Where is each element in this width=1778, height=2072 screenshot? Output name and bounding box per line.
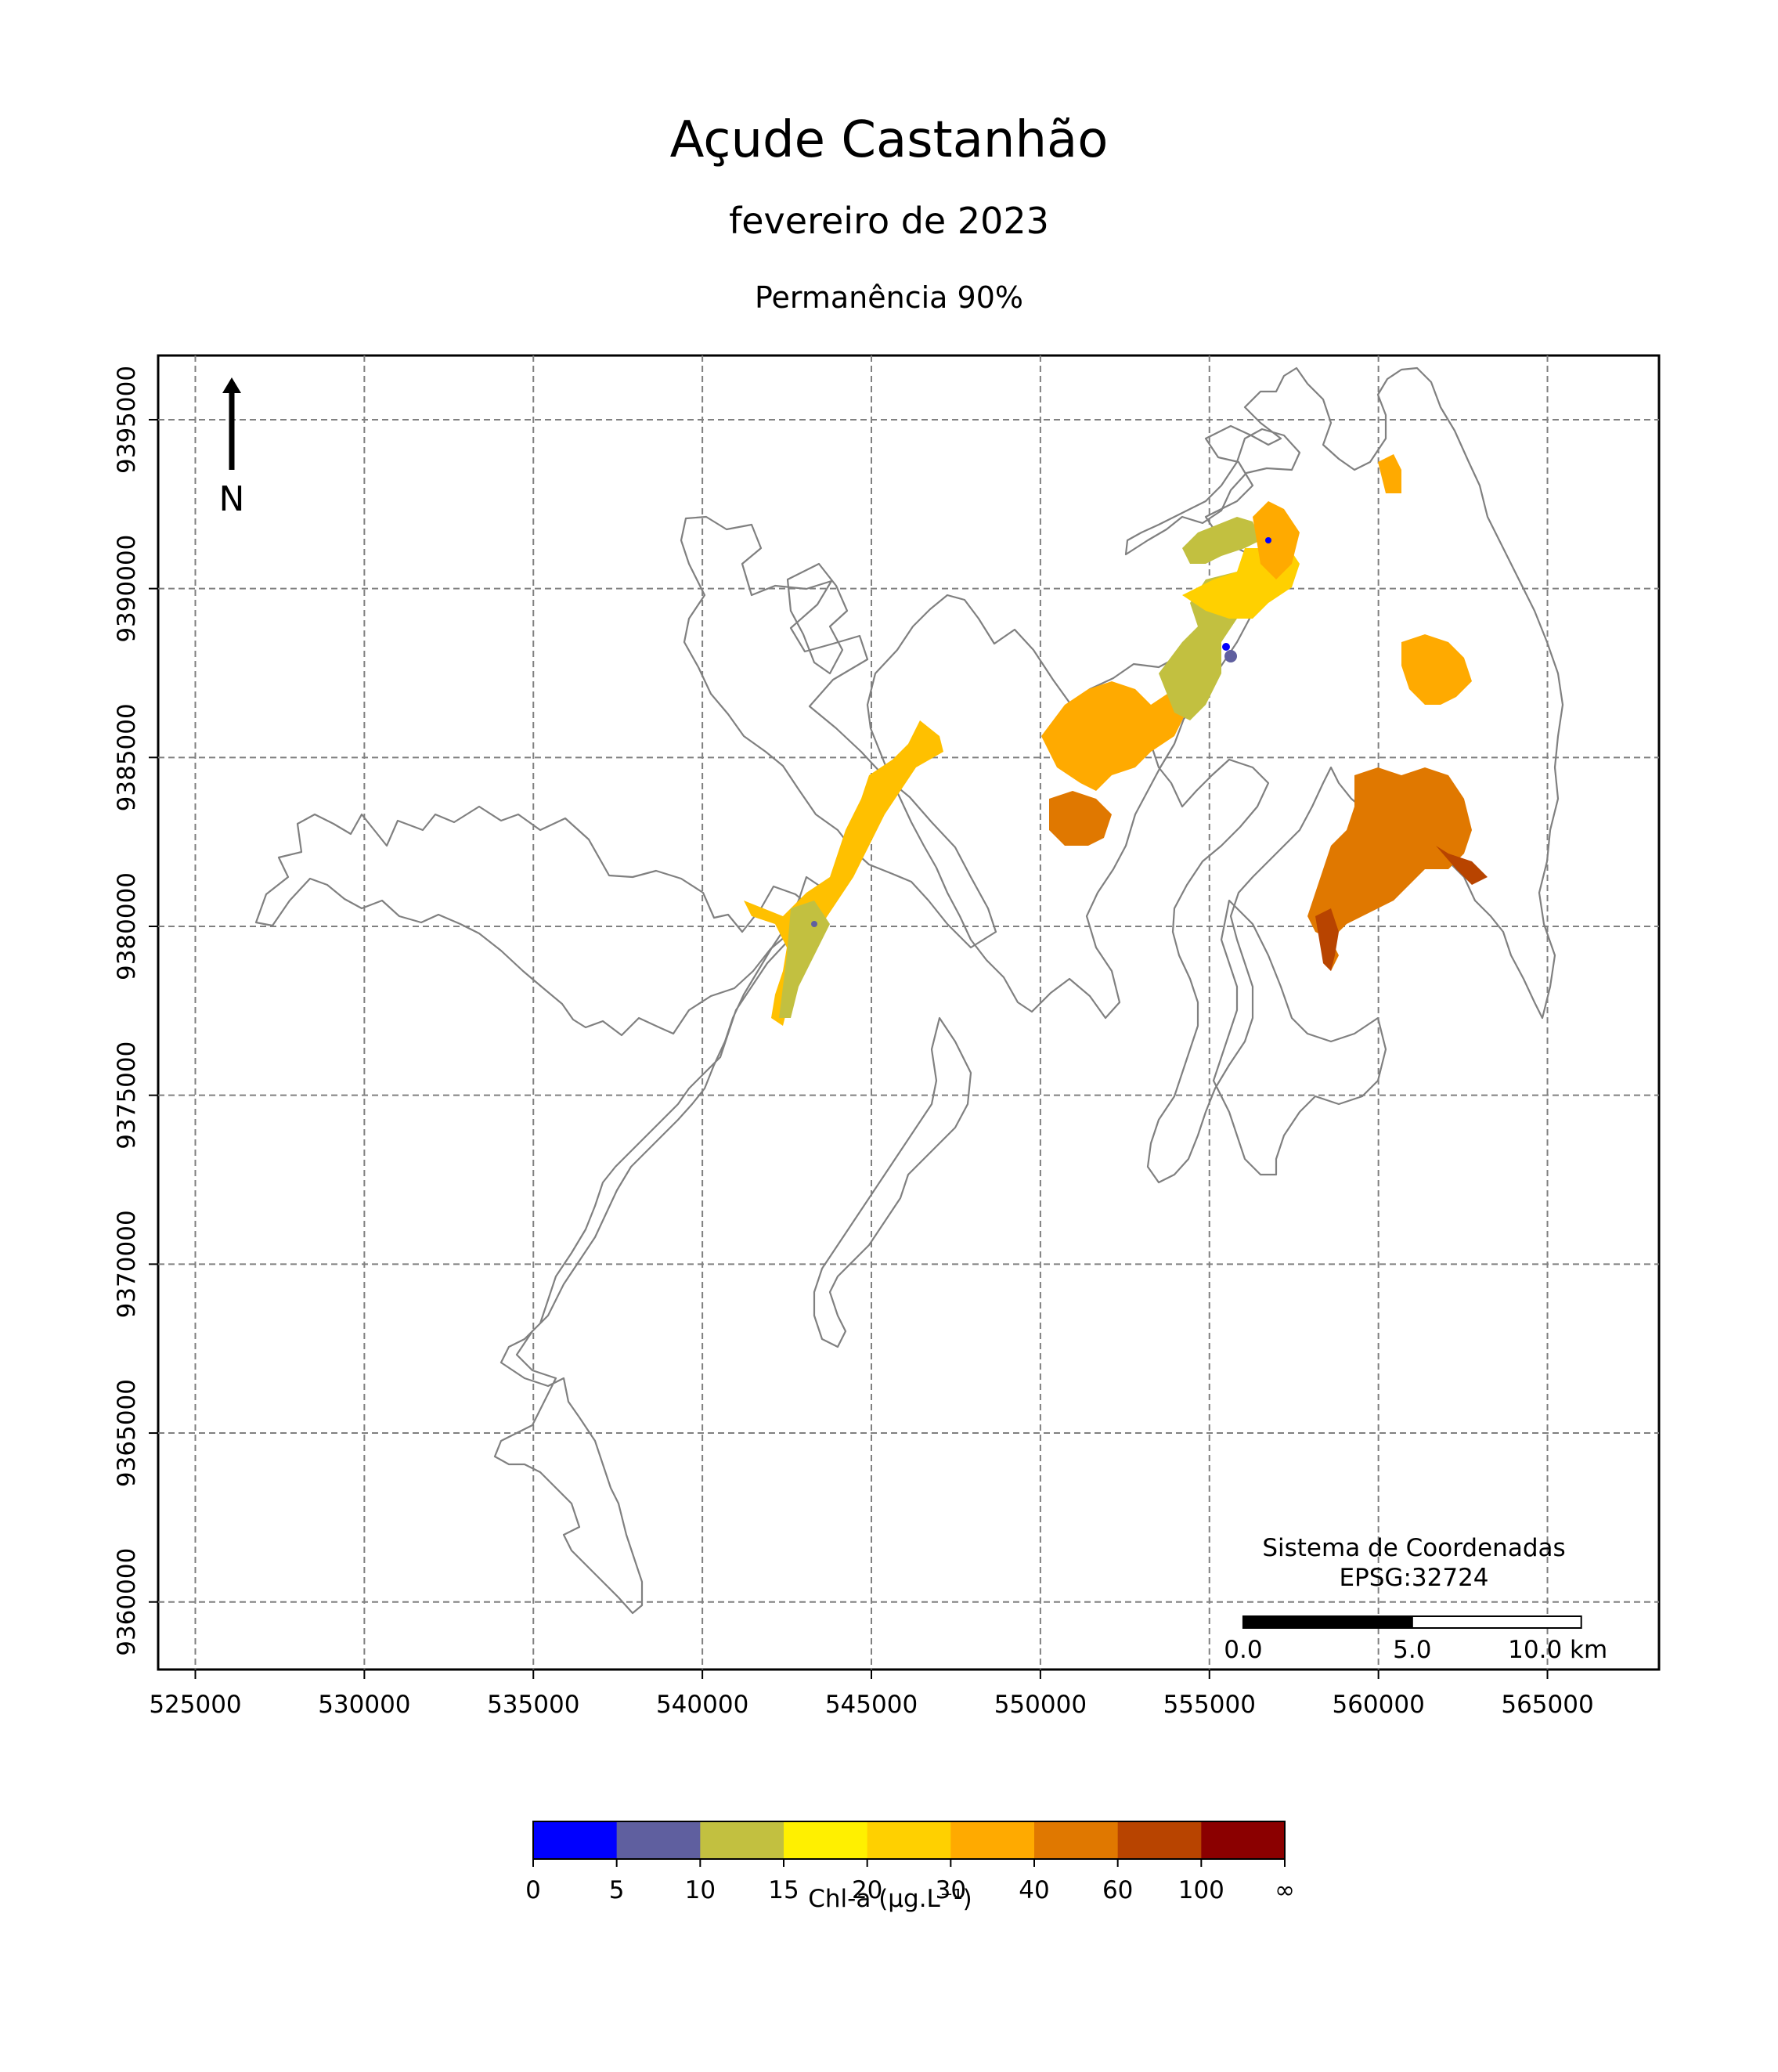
colorbar-swatch xyxy=(700,1821,784,1859)
y-tick-label: 9395000 xyxy=(113,366,141,474)
y-axis-ticks: 9395000 9390000 9385000 9380000 9375000 93700… xyxy=(113,366,158,1656)
colorbar-label: Chl-a (μg.L⁻¹) xyxy=(808,1885,972,1913)
colorbar-swatch xyxy=(1034,1821,1119,1859)
colorbar: 0 5 10 15 20 30 40 60 100 ∞ xyxy=(525,1821,1295,1904)
colorbar-tick-label: 5 xyxy=(609,1876,625,1904)
colorbar-swatch xyxy=(533,1821,618,1859)
north-label: N xyxy=(219,479,245,519)
colorbar-swatch xyxy=(950,1821,1035,1859)
colorbar-tick-label: 100 xyxy=(1178,1876,1224,1904)
colorbar-swatch xyxy=(867,1821,951,1859)
x-tick-label: 555000 xyxy=(1163,1691,1256,1719)
grid-lines xyxy=(158,356,1659,1670)
map-subtitle: fevereiro de 2023 xyxy=(729,200,1049,242)
permanence-label: Permanência 90% xyxy=(754,280,1024,315)
x-tick-label: 560000 xyxy=(1332,1691,1424,1719)
scale-label-10: 10.0 km xyxy=(1508,1636,1607,1664)
scale-bar: 0.0 5.0 10.0 km xyxy=(1224,1615,1607,1664)
x-tick-label: 530000 xyxy=(318,1691,410,1719)
scale-bar-black-segment xyxy=(1242,1615,1413,1629)
colorbar-tick-label: 0 xyxy=(525,1876,541,1904)
y-tick-label: 9385000 xyxy=(113,703,141,811)
north-arrow-head-icon xyxy=(222,377,241,393)
x-tick-label: 535000 xyxy=(487,1691,579,1719)
colorbar-swatch xyxy=(1201,1821,1286,1859)
colorbar-frame xyxy=(532,1821,1286,1860)
x-axis-ticks: 525000 530000 535000 540000 545000 550000 5550… xyxy=(149,1670,1594,1719)
map-title: Açude Castanhão xyxy=(669,111,1109,169)
scale-label-5: 5.0 xyxy=(1393,1636,1431,1664)
chlorophyll-patches xyxy=(744,454,1488,1026)
colorbar-tick-label: 10 xyxy=(685,1876,716,1904)
x-tick-label: 540000 xyxy=(656,1691,748,1719)
colorbar-tick-label: 15 xyxy=(768,1876,799,1904)
y-tick-label: 9360000 xyxy=(113,1548,141,1656)
colorbar-swatch xyxy=(616,1821,701,1859)
x-tick-label: 525000 xyxy=(149,1691,241,1719)
colorbar-tick-label: 40 xyxy=(1019,1876,1049,1904)
colorbar-tick-label: 30 xyxy=(936,1876,966,1904)
x-tick-label: 565000 xyxy=(1501,1691,1593,1719)
x-tick-label: 545000 xyxy=(825,1691,918,1719)
y-tick-label: 9375000 xyxy=(113,1041,141,1150)
y-tick-label: 9380000 xyxy=(113,872,141,980)
scale-bar-white-segment xyxy=(1411,1615,1582,1629)
crs-line-2: EPSG:32724 xyxy=(1339,1564,1488,1592)
colorbar-swatch xyxy=(1117,1821,1202,1859)
y-tick-label: 9390000 xyxy=(113,535,141,643)
map-frame xyxy=(157,354,1661,1671)
colorbar-tick-label: ∞ xyxy=(1275,1876,1295,1904)
y-tick-label: 9365000 xyxy=(113,1379,141,1487)
colorbar-tick-label: 20 xyxy=(852,1876,882,1904)
colorbar-tick-label: 60 xyxy=(1102,1876,1133,1904)
crs-line-1: Sistema de Coordenadas xyxy=(1262,1534,1565,1562)
north-arrow: N xyxy=(219,377,245,519)
colorbar-swatch xyxy=(784,1821,868,1859)
y-tick-label: 9370000 xyxy=(113,1210,141,1318)
scale-label-0: 0.0 xyxy=(1224,1636,1262,1664)
x-tick-label: 550000 xyxy=(994,1691,1087,1719)
